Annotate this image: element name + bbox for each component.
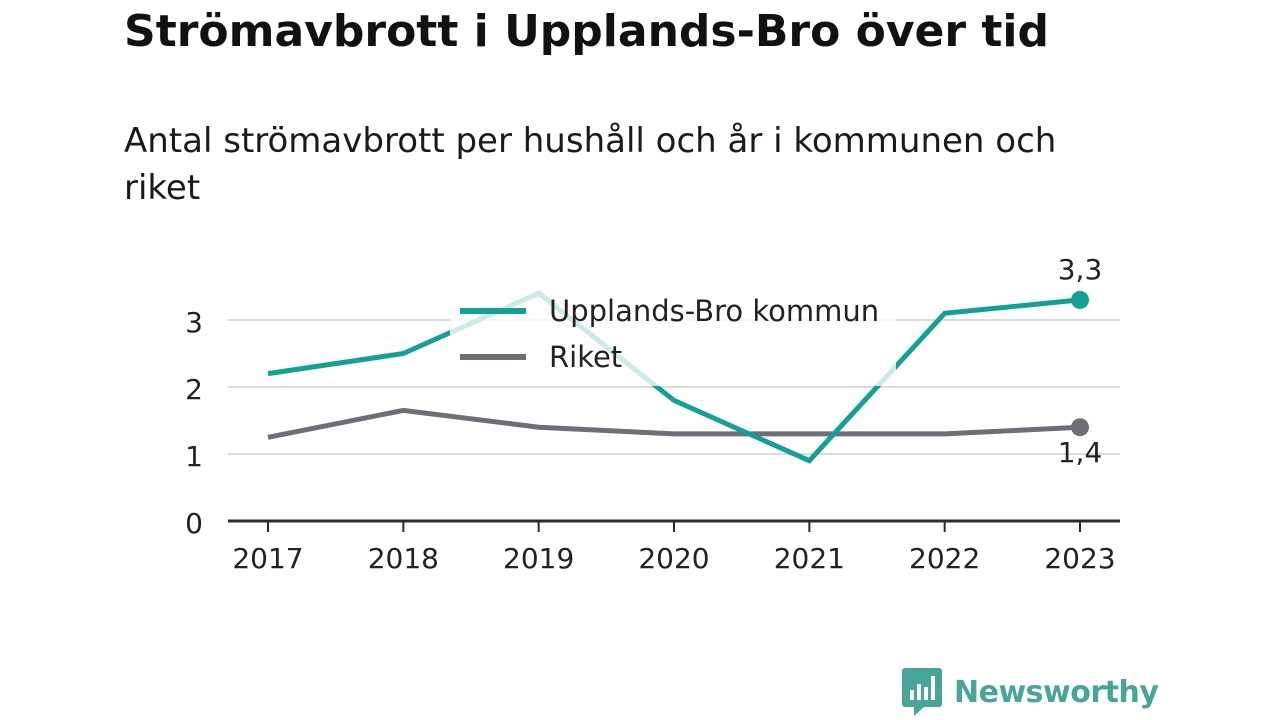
y-tick-label: 3 xyxy=(185,306,203,339)
x-tick-label: 2017 xyxy=(232,542,303,575)
series-end-marker xyxy=(1071,290,1089,309)
chart-subtitle: Antal strömavbrott per hushåll och år i … xyxy=(124,121,1057,208)
legend-background xyxy=(450,288,896,386)
series-line xyxy=(267,290,1081,464)
newsworthy-logo-icon xyxy=(902,668,942,716)
brand: Newsworthy xyxy=(902,668,1159,716)
brand-name: Newsworthy xyxy=(954,674,1159,710)
x-tick-label: 2020 xyxy=(638,542,709,575)
data-label: 1,4 xyxy=(1058,436,1103,469)
y-tick-label: 2 xyxy=(185,373,203,406)
series-line xyxy=(267,407,1081,440)
x-tick-label: 2022 xyxy=(909,542,980,575)
series-end-marker xyxy=(1071,418,1089,437)
x-tick-label: 2021 xyxy=(774,542,845,575)
y-tick-label: 1 xyxy=(185,440,203,473)
x-tick-label: 2019 xyxy=(503,542,574,575)
chart-title: Strömavbrott i Upplands-Bro över tid xyxy=(124,6,1050,57)
x-tick-label: 2023 xyxy=(1044,542,1115,575)
x-tick-label: 2018 xyxy=(368,542,439,575)
legend-label: Upplands-Bro kommun xyxy=(549,294,879,328)
data-label: 3,3 xyxy=(1058,253,1103,286)
y-tick-label: 0 xyxy=(185,507,203,540)
legend-label: Riket xyxy=(549,340,622,374)
